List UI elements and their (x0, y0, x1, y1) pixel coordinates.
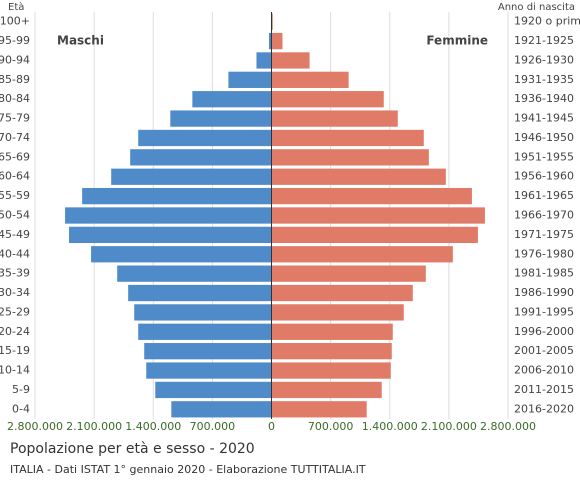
bar (271, 187, 472, 205)
bar (271, 207, 485, 224)
bar (144, 343, 272, 360)
bar (271, 168, 446, 185)
bar (271, 343, 392, 360)
y-tick-label: 45-49 (0, 228, 30, 241)
bar (271, 304, 404, 321)
y2-tick-label: 2006-2010 (514, 364, 574, 377)
chart-title: Popolazione per età e sesso - 2020 (10, 441, 255, 457)
y-tick-label: 15-19 (0, 344, 30, 357)
bar (130, 149, 272, 166)
y-tick-label: 55-59 (0, 189, 30, 202)
bar (192, 91, 272, 108)
bar (271, 265, 426, 282)
x-tick-label: 1.400.000 (362, 420, 418, 433)
y-tick-label: 30-34 (0, 286, 30, 299)
bar (146, 362, 272, 379)
y-tick-label: 25-29 (0, 305, 30, 318)
y2-tick-label: 1971-1975 (514, 228, 574, 241)
chart-subtitle: ITALIA - Dati ISTAT 1° gennaio 2020 - El… (10, 463, 366, 476)
bar (271, 91, 384, 108)
x-tick-label: 0 (268, 420, 275, 433)
y2-tick-label: 1986-1990 (514, 286, 574, 299)
y2-tick-label: 2011-2015 (514, 383, 574, 396)
bar (271, 149, 429, 166)
y2-tick-label: 1946-1950 (514, 131, 574, 144)
y2-tick-label: 1956-1960 (514, 170, 574, 183)
bar (228, 71, 272, 88)
y2-axis-title: Anno di nascita (498, 2, 575, 13)
y-tick-label: 40-44 (0, 247, 30, 260)
bar (134, 304, 272, 321)
bar (271, 129, 424, 147)
bar (271, 362, 391, 379)
x-tick-label: 1.400.000 (125, 420, 181, 433)
series-label: Maschi (57, 34, 104, 48)
x-tick-label: 2.100.000 (421, 420, 477, 433)
y2-tick-label: 1926-1930 (514, 53, 574, 66)
bar (271, 13, 273, 30)
series-label: Femmine (426, 34, 488, 48)
bar (256, 52, 272, 69)
bar (271, 401, 367, 418)
y2-tick-label: 1931-1935 (514, 73, 574, 86)
bar (128, 284, 272, 302)
y2-tick-label: 1961-1965 (514, 189, 574, 202)
bar (271, 246, 453, 263)
y-tick-label: 85-89 (0, 73, 30, 86)
bar (117, 265, 272, 282)
y-axis-title: Età (8, 1, 24, 13)
bar (171, 401, 272, 418)
x-tick-label: 2.100.000 (66, 420, 122, 433)
bar (69, 226, 272, 244)
bar (271, 284, 413, 302)
bar (170, 110, 272, 127)
y-tick-label: 70-74 (0, 131, 30, 144)
y2-tick-label: 1951-1955 (514, 150, 574, 163)
bar (138, 129, 272, 147)
y-tick-label: 80-84 (0, 92, 30, 105)
y-tick-label: 65-69 (0, 150, 30, 163)
x-tick-label: 2.800.000 (7, 420, 63, 433)
y2-tick-label: 1996-2000 (514, 325, 574, 338)
y2-tick-label: 1936-1940 (514, 92, 574, 105)
bar (271, 52, 310, 69)
bar (271, 381, 382, 399)
y2-tick-label: 1966-1970 (514, 209, 574, 222)
x-tick-label: 700.000 (308, 420, 354, 433)
y-tick-label: 0-4 (12, 402, 30, 415)
y2-tick-label: 1941-1945 (514, 112, 574, 125)
y2-tick-label: 1981-1985 (514, 267, 574, 280)
bar (91, 246, 272, 263)
bar (65, 207, 272, 224)
y-tick-label: 75-79 (0, 112, 30, 125)
y-tick-label: 60-64 (0, 170, 30, 183)
bar (271, 71, 349, 88)
y-tick-label: 20-24 (0, 325, 30, 338)
bar (138, 323, 272, 340)
bar (155, 381, 272, 399)
y-tick-label: 5-9 (12, 383, 30, 396)
x-tick-label: 700.000 (190, 420, 236, 433)
bar (271, 110, 398, 127)
bar (268, 32, 272, 50)
bar (271, 32, 283, 50)
y2-tick-label: 1920 o prima (514, 15, 580, 28)
y2-tick-label: 1991-1995 (514, 305, 574, 318)
y-tick-label: 90-94 (0, 53, 30, 66)
bar (271, 323, 393, 340)
bar (82, 187, 272, 205)
bar (111, 168, 272, 185)
y2-tick-label: 1921-1925 (514, 34, 574, 47)
y-tick-label: 10-14 (0, 364, 30, 377)
y-tick-label: 95-99 (0, 34, 30, 47)
y-tick-label: 35-39 (0, 267, 30, 280)
x-tick-label: 2.800.000 (480, 420, 536, 433)
bar (271, 226, 478, 244)
y-tick-label: 50-54 (0, 209, 30, 222)
y2-tick-label: 2016-2020 (514, 402, 574, 415)
y2-tick-label: 2001-2005 (514, 344, 574, 357)
y2-tick-label: 1976-1980 (514, 247, 574, 260)
y-tick-label: 100+ (0, 15, 30, 28)
